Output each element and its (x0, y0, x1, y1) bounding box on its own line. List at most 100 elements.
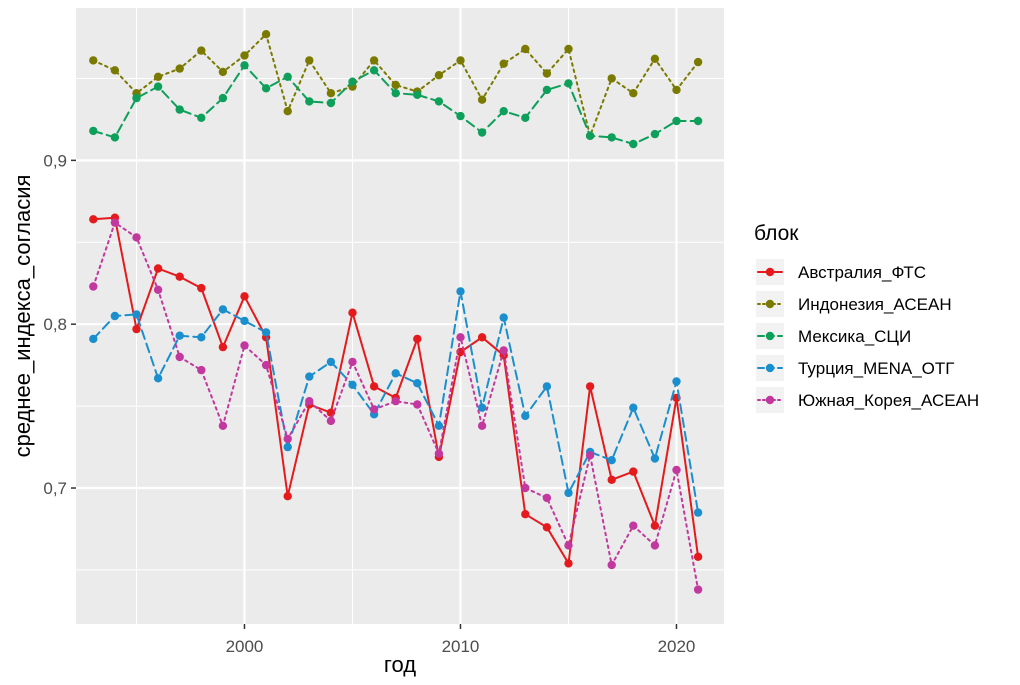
data-point (348, 77, 357, 86)
data-point (499, 313, 508, 322)
data-point (672, 85, 681, 95)
legend-key-point (765, 331, 775, 341)
data-point (499, 59, 508, 68)
data-point (175, 272, 184, 281)
data-point (564, 79, 573, 88)
data-point (477, 128, 487, 137)
data-point (261, 30, 271, 39)
data-point (283, 434, 292, 444)
data-point (693, 585, 703, 594)
legend-title: блок (754, 222, 799, 245)
data-point (89, 282, 98, 291)
data-point (326, 416, 336, 426)
data-point (240, 292, 249, 301)
legend-label: Южная_Корея_АСЕАН (798, 391, 979, 410)
data-point (672, 377, 681, 386)
data-point (175, 105, 184, 114)
data-point (132, 324, 141, 334)
data-point (607, 560, 616, 570)
data-point (153, 82, 163, 91)
data-point (499, 107, 508, 116)
data-point (650, 129, 660, 139)
data-point (261, 84, 271, 93)
data-point (693, 552, 703, 561)
data-point (326, 89, 336, 98)
series-3 (89, 61, 703, 149)
series-4 (89, 287, 703, 517)
legend-label: Индонезия_АСЕАН (798, 295, 952, 314)
data-point (218, 305, 228, 314)
data-point (240, 61, 249, 70)
data-point (456, 287, 465, 296)
data-point (434, 449, 444, 458)
data-point (283, 107, 292, 116)
data-point (197, 333, 206, 342)
data-point (132, 93, 141, 103)
data-point (326, 357, 336, 367)
y-tick-label: 0,9 (43, 151, 67, 170)
data-point (607, 133, 616, 142)
data-point (132, 310, 141, 319)
x-tick-label: 2010 (442, 637, 480, 656)
data-point (391, 369, 400, 378)
data-point (89, 334, 98, 344)
data-point (672, 116, 681, 126)
legend-key-point (765, 363, 775, 373)
legend-item: Южная_Корея_АСЕАН (756, 387, 979, 413)
data-point (89, 56, 98, 65)
data-point (326, 98, 336, 108)
legend-items: Австралия_ФТС Индонезия_АСЕАН Мексика_СЦИ Т… (756, 259, 979, 413)
data-point (348, 380, 357, 389)
data-point (650, 521, 660, 530)
data-point (305, 56, 314, 65)
data-point (132, 233, 141, 242)
data-point (585, 451, 595, 460)
data-point (110, 218, 120, 227)
data-point (110, 66, 120, 75)
data-point (499, 346, 508, 355)
data-point (521, 510, 530, 519)
data-point (240, 341, 249, 350)
data-point (564, 44, 573, 54)
data-point (564, 488, 573, 498)
data-point (369, 405, 379, 414)
data-point (564, 541, 573, 550)
legend-item: Мексика_СЦИ (756, 323, 911, 349)
data-point (348, 308, 357, 317)
series-line (92, 33, 700, 137)
data-point (348, 357, 357, 367)
data-point (542, 69, 552, 78)
legend-item: Турция_MENA_ОТГ (756, 355, 954, 381)
data-point (477, 95, 487, 104)
data-point (240, 316, 249, 326)
legend-label: Австралия_ФТС (798, 263, 926, 282)
legend-key-point (765, 299, 775, 309)
data-point (521, 44, 530, 54)
plot-panel (76, 8, 724, 624)
series-5 (89, 218, 703, 594)
data-point (218, 342, 228, 352)
data-point (434, 97, 444, 106)
legend-key-point (765, 267, 775, 277)
data-point (521, 411, 530, 421)
data-point (175, 64, 184, 73)
data-point (521, 483, 530, 493)
data-point (305, 97, 314, 106)
data-point (456, 56, 465, 65)
data-point (564, 559, 573, 568)
data-point (607, 475, 616, 484)
legend-key-point (765, 395, 775, 405)
data-point (197, 283, 206, 293)
data-point (283, 492, 292, 501)
data-point (434, 71, 444, 80)
data-point (175, 331, 184, 340)
data-point (391, 80, 400, 90)
data-point (413, 334, 422, 344)
data-point (261, 360, 271, 370)
x-axis-title: год (384, 652, 416, 677)
data-point (542, 523, 552, 532)
grid-lines (76, 8, 724, 624)
data-point (542, 493, 552, 503)
data-point (197, 365, 206, 375)
y-tick-label: 0,8 (43, 315, 67, 334)
